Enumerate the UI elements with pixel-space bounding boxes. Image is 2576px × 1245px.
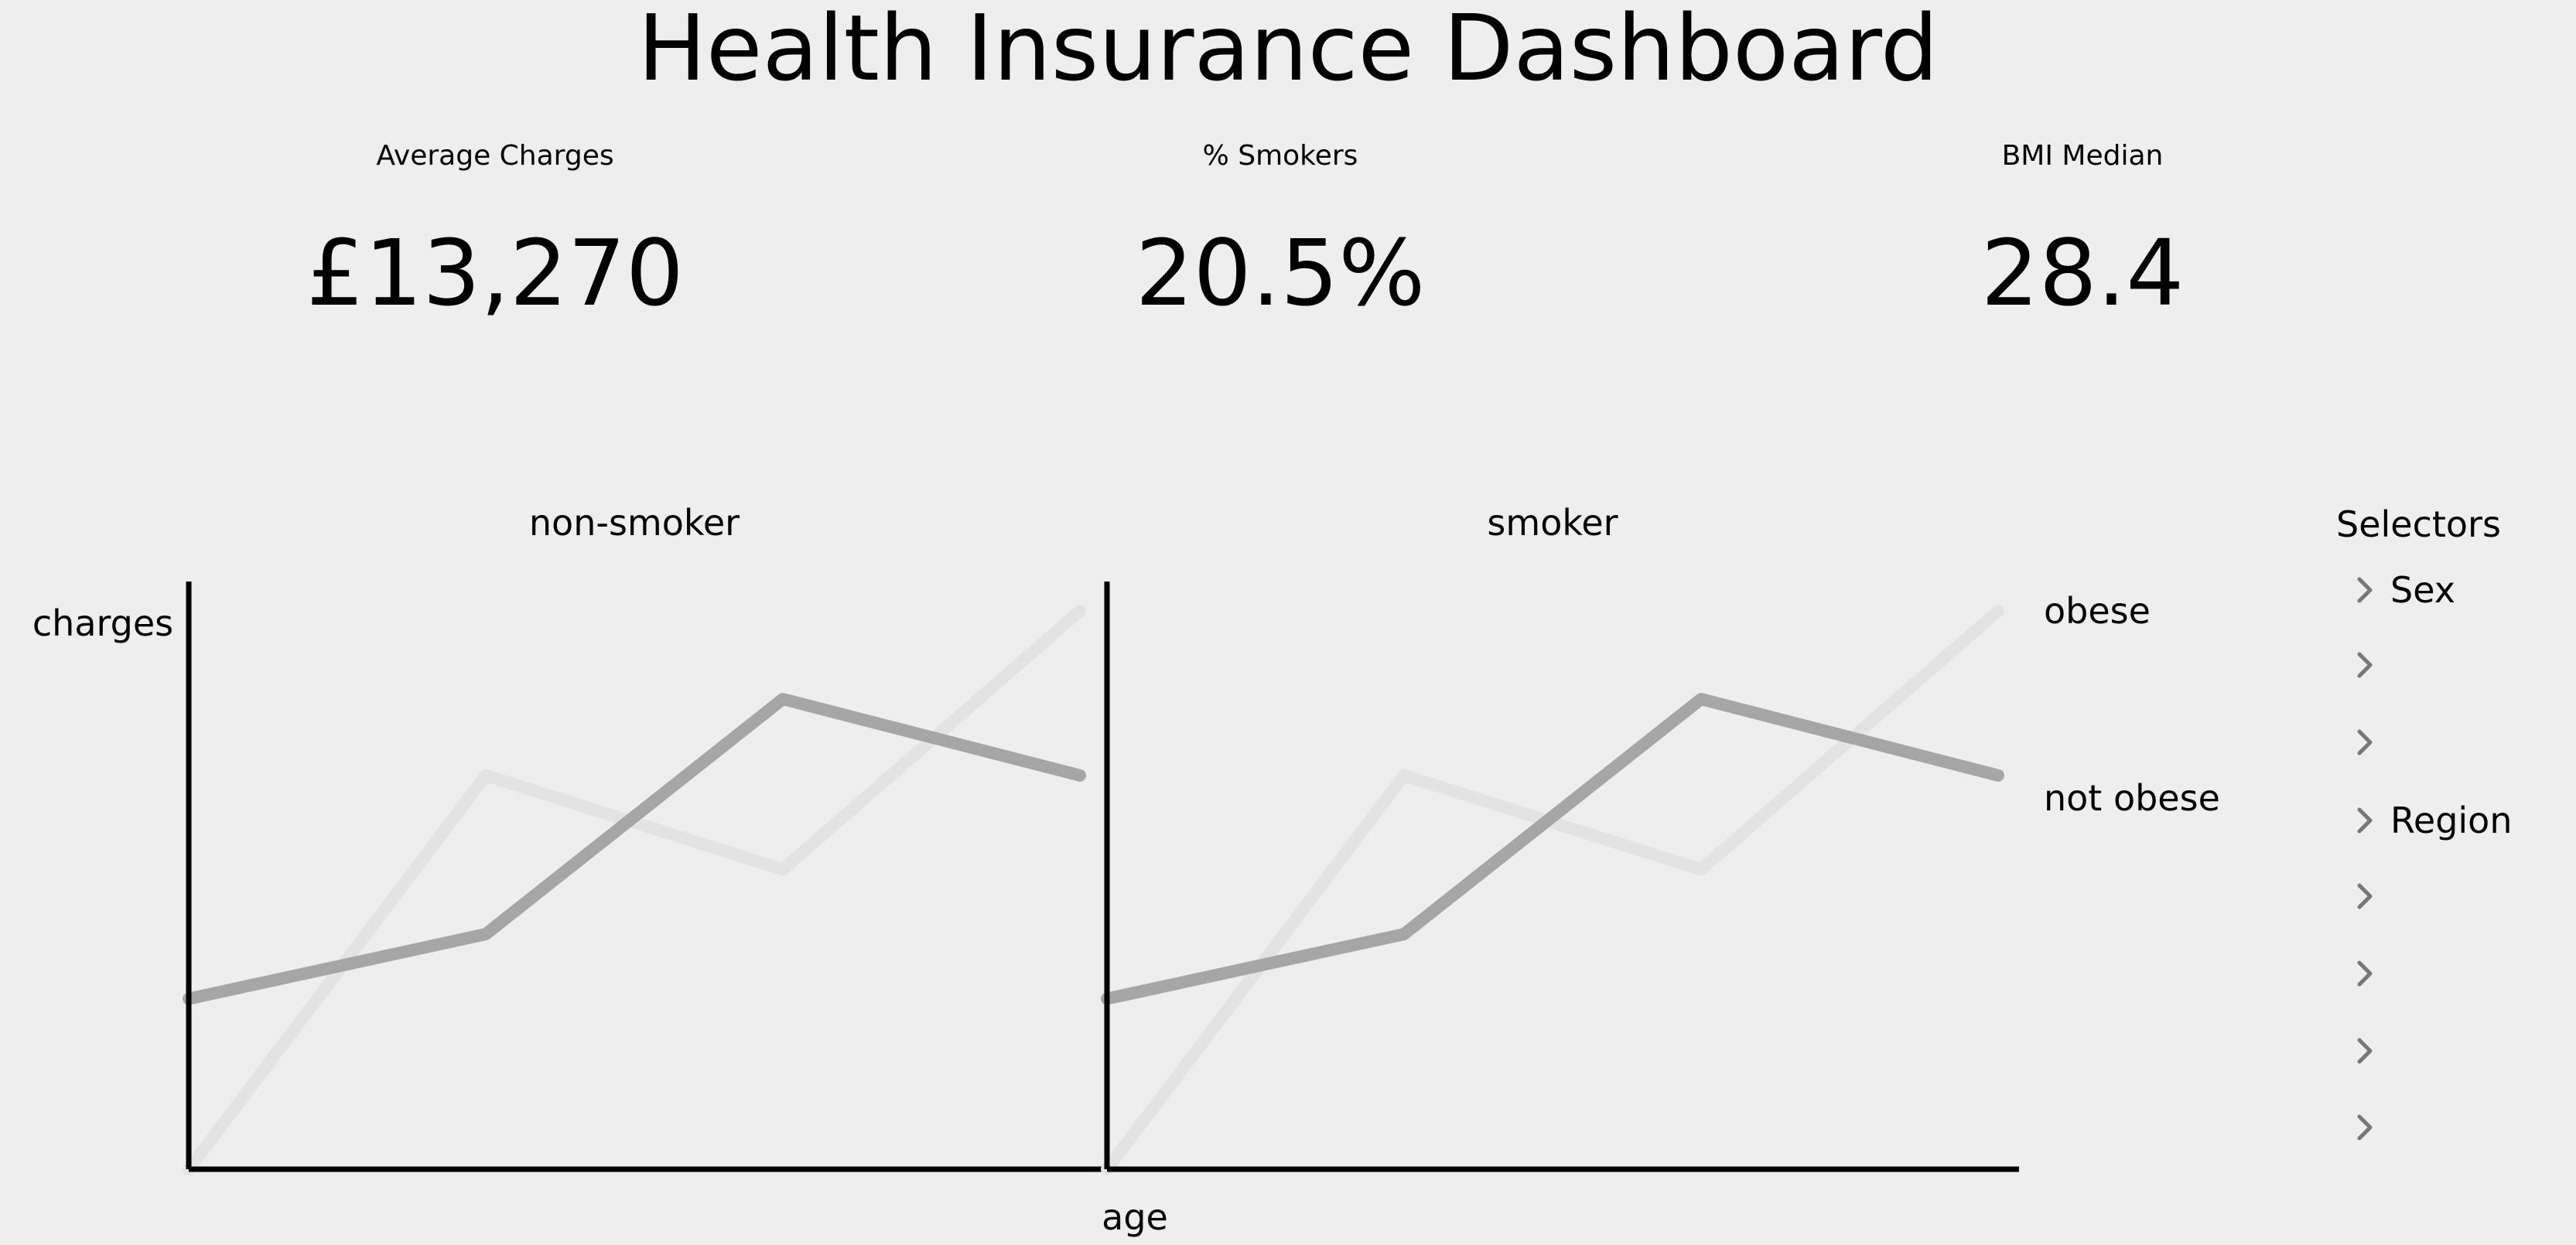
chevron-right-icon — [2357, 807, 2373, 834]
legend-entry: obese — [2044, 590, 2151, 632]
kpi-label: Average Charges — [376, 140, 614, 172]
chevron-right-icon — [2357, 960, 2373, 987]
data-point — [1700, 868, 1702, 871]
chevron-right-icon — [2357, 577, 2373, 603]
data-point — [1700, 698, 1702, 700]
data-point — [782, 868, 784, 871]
selector-label: Region — [2390, 800, 2513, 841]
kpi-value: 28.4 — [1980, 220, 2185, 326]
selector-item[interactable]: Region — [2352, 799, 2512, 842]
data-point — [1079, 610, 1081, 612]
selectors-title: Selectors — [2336, 503, 2501, 545]
selector-item[interactable] — [2352, 1029, 2390, 1073]
chevron-right-icon — [2357, 883, 2373, 909]
y-axis-label: charges — [32, 602, 173, 644]
chevron-right-icon — [2357, 652, 2373, 678]
kpi-value: 20.5% — [1135, 220, 1426, 326]
x-axis-label: age — [1102, 1196, 1168, 1238]
kpi-label: % Smokers — [1202, 140, 1358, 172]
series-line — [183, 605, 1086, 1175]
data-point — [1079, 774, 1081, 776]
data-point — [1997, 610, 1999, 612]
chevron-right-icon — [2357, 1114, 2373, 1141]
selector-item[interactable] — [2352, 875, 2390, 918]
kpi-bmi-median: BMI Median 28.4 — [1789, 139, 2376, 323]
dashboard-title: Health Insurance Dashboard — [637, 0, 1939, 101]
kpi-label: BMI Median — [2001, 140, 2164, 172]
data-point — [485, 933, 487, 935]
panel-title: smoker — [1487, 502, 1618, 544]
kpi-average-charges: Average Charges £13,270 — [201, 139, 789, 323]
data-point — [1403, 774, 1405, 776]
series-line — [1101, 693, 2004, 1005]
selector-item[interactable] — [2352, 721, 2390, 764]
chevron-right-icon — [2357, 729, 2373, 756]
legend-entry: not obese — [2044, 777, 2220, 819]
selector-item[interactable]: Sex — [2352, 568, 2455, 612]
kpi-value: £13,270 — [306, 220, 684, 326]
data-point — [1997, 774, 1999, 776]
series-line — [1101, 605, 2004, 1175]
kpi-percent-smokers: % Smokers 20.5% — [986, 139, 1574, 323]
selector-item[interactable] — [2352, 952, 2390, 995]
selector-item[interactable] — [2352, 1106, 2390, 1149]
panel-title: non-smoker — [529, 502, 740, 544]
series-line — [183, 693, 1086, 1005]
selector-item[interactable] — [2352, 643, 2390, 687]
selector-label: Sex — [2390, 569, 2455, 611]
data-point — [485, 774, 487, 776]
chevron-right-icon — [2357, 1038, 2373, 1064]
data-point — [782, 698, 784, 700]
data-point — [1403, 933, 1405, 935]
